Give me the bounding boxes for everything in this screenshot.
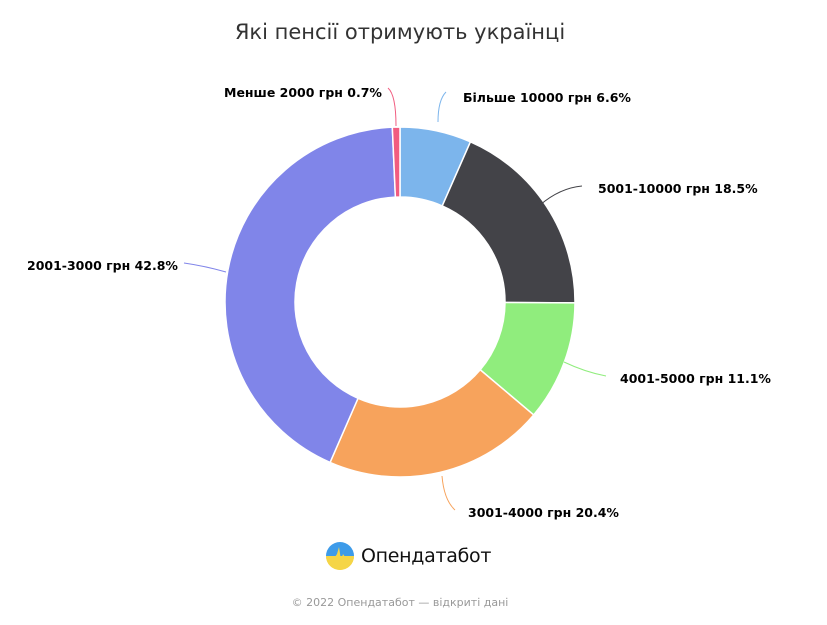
connector-4001-5000 (563, 361, 607, 377)
label-4001-5000: 4001-5000 грн 11.1% (620, 371, 771, 386)
slice-3001-4000[interactable] (329, 368, 535, 478)
chart-title: Які пенсії отримують українці (234, 20, 566, 44)
connector-5001-10000 (539, 185, 583, 206)
label-3001-4000: 3001-4000 грн 20.4% (468, 505, 619, 520)
slice-less-2000[interactable] (391, 126, 401, 198)
label-less-2000: Менше 2000 грн 0.7% (224, 85, 382, 100)
opendatabot-logo-icon (326, 542, 354, 570)
data-labels: Більше 10000 грн 6.6% 5001-10000 грн 18.… (27, 85, 771, 520)
brand: Опендатабот (325, 541, 491, 571)
slice-5001-10000[interactable] (441, 140, 576, 304)
slice-2001-3000[interactable] (224, 126, 397, 464)
label-2001-3000: 2001-3000 грн 42.8% (27, 258, 178, 273)
connector-lines (183, 87, 607, 511)
footer-credit: © 2022 Опендатабот — відкриті дані (291, 596, 509, 609)
label-more-10000: Більше 10000 грн 6.6% (463, 90, 631, 105)
connector-3001-4000 (441, 475, 456, 511)
label-5001-10000: 5001-10000 грн 18.5% (598, 181, 758, 196)
connector-less-2000 (387, 87, 397, 127)
brand-name: Опендатабот (361, 545, 492, 567)
donut-slices (224, 126, 576, 478)
connector-2001-3000 (183, 262, 227, 273)
connector-more-10000 (437, 91, 447, 123)
